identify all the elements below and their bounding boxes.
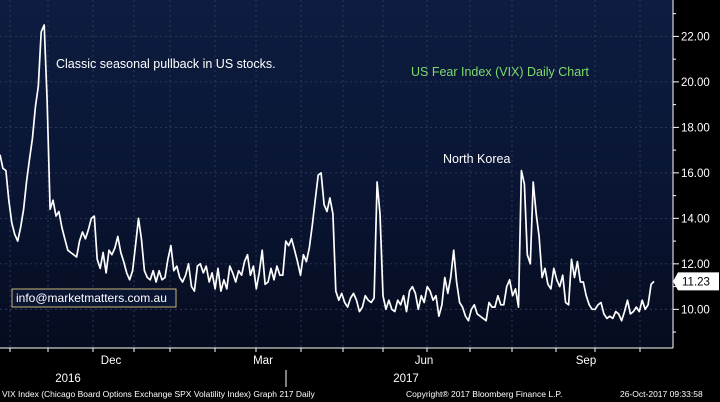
footer-copyright: Copyright® 2017 Bloomberg Finance L.P. [406, 389, 563, 399]
y-tick-label: 22.00 [681, 31, 710, 43]
chart-title: US Fear Index (VIX) Daily Chart [411, 65, 589, 79]
y-tick-label: 18.00 [681, 122, 710, 134]
bloomberg-footer: VIX Index (Chicago Board Options Exchang… [0, 387, 720, 402]
annotation-north-korea: North Korea [443, 152, 510, 166]
y-axis: 10.00 12.00 14.00 16.00 18.00 20.00 22.00 [672, 0, 710, 348]
y-tick-label: 16.00 [681, 168, 710, 180]
x-tick-label-month: Sep [576, 355, 596, 367]
annotation-seasonal-pullback: Classic seasonal pullback in US stocks. [56, 57, 276, 71]
y-tick-label: 10.00 [681, 304, 710, 316]
website-box [11, 288, 177, 308]
x-tick-label-month: Mar [253, 355, 273, 367]
website-label: info@marketmatters.com.au [16, 291, 167, 305]
footer-timestamp: 26-Oct-2017 09:33:58 [620, 389, 703, 399]
footer-series-description: VIX Index (Chicago Board Options Exchang… [2, 389, 315, 399]
x-tick-label-month: Dec [101, 355, 122, 367]
y-tick-label: 14.00 [681, 213, 710, 225]
x-axis: Dec Mar Jun Sep 2016 2017 [0, 347, 673, 388]
x-tick-label-month: Jun [415, 355, 434, 367]
x-axis-band [0, 348, 720, 388]
x-tick-label-year: 2016 [55, 373, 81, 385]
last-value-tag [673, 272, 719, 291]
last-value-label: 11.23 [682, 276, 710, 288]
y-tick-label: 20.00 [681, 77, 710, 89]
y-tick-label: 12.00 [681, 259, 710, 271]
last-value-marker: 11.23 [673, 272, 719, 291]
x-tick-label-year: 2017 [393, 373, 419, 385]
vix-series-line [0, 24, 655, 322]
